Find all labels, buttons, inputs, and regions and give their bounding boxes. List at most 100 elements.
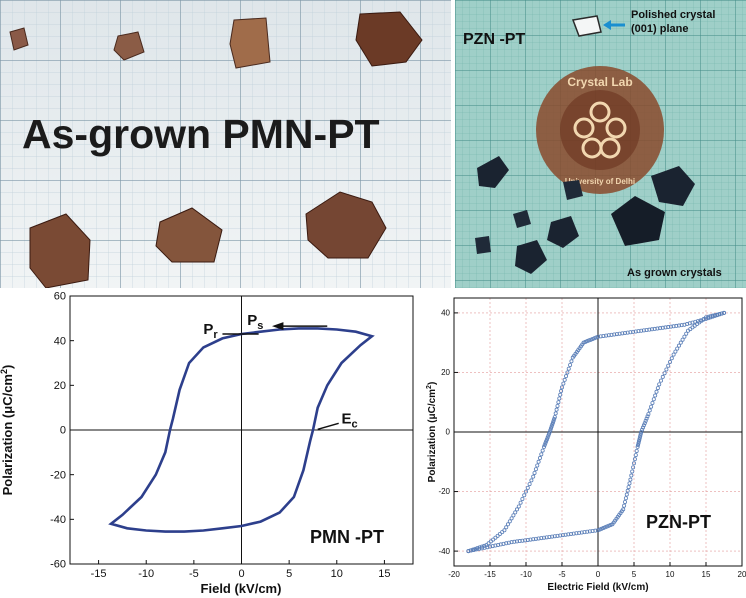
- y-tick-label: -60: [50, 559, 66, 571]
- scatter-point: [506, 540, 511, 545]
- scatter-point: [638, 431, 643, 436]
- scatter-point: [640, 425, 645, 430]
- scatter-point: [703, 315, 708, 320]
- scatter-point: [466, 549, 471, 554]
- scatter-point: [504, 525, 509, 530]
- scatter-point: [485, 545, 490, 550]
- scatter-point: [536, 536, 541, 541]
- scatter-point: [601, 333, 606, 338]
- scatter-point: [577, 530, 582, 535]
- pzn-pt-chart-svg: -20 -15 -10 -5 0 5 10 15 20 -40 -20 0 20 40 Electric …: [426, 297, 746, 593]
- y-tick-label: -40: [50, 514, 66, 526]
- pzn-pt-crystals: [475, 156, 695, 274]
- scatter-point: [531, 474, 536, 479]
- scatter-point: [649, 327, 654, 332]
- crystal-h: [515, 240, 547, 274]
- scatter-point: [520, 538, 525, 543]
- scatter-point: [547, 534, 552, 539]
- scatter-point: [629, 473, 634, 478]
- scatter-point: [664, 367, 669, 372]
- y-axis-label: Polarization (μC/cm2): [426, 382, 438, 483]
- scatter-point: [522, 493, 527, 498]
- scatter-point: [637, 437, 642, 442]
- scatter-point: [658, 326, 663, 331]
- scatter-point: [493, 543, 498, 548]
- scatter-point: [516, 504, 521, 509]
- scatter-point: [543, 441, 548, 446]
- scatter-point: [651, 397, 656, 402]
- scatter-point: [630, 469, 635, 474]
- scatter-point: [561, 381, 566, 386]
- scatter-point: [646, 412, 651, 417]
- scatter-point: [634, 448, 639, 453]
- scatter-point: [636, 439, 641, 444]
- pzn-pt-photo-scene: Crystal Lab University of Delhi Polished…: [455, 0, 746, 288]
- scatter-point: [545, 435, 550, 440]
- scatter-point: [682, 322, 687, 327]
- chart-right-series-label: PZN-PT: [646, 512, 711, 532]
- scatter-point: [544, 535, 549, 540]
- scatter-point: [488, 544, 493, 549]
- scatter-point: [498, 542, 503, 547]
- scatter-point: [649, 404, 654, 409]
- scatter-point: [612, 332, 617, 337]
- scatter-point: [557, 396, 562, 401]
- scatter-point: [642, 421, 647, 426]
- scatter-point: [639, 328, 644, 333]
- scatter-point: [515, 507, 520, 512]
- scatter-point: [525, 537, 530, 542]
- y-tick-label: -40: [438, 547, 450, 556]
- scatter-point: [512, 539, 517, 544]
- scatter-point: [548, 428, 553, 433]
- scatter-point: [645, 414, 650, 419]
- scatter-point: [622, 499, 627, 504]
- scatter-point: [523, 538, 528, 543]
- crystal-g: [475, 236, 491, 254]
- scatter-point: [623, 496, 628, 501]
- scatter-point: [564, 374, 569, 379]
- scatter-point: [631, 329, 636, 334]
- scatter-point: [551, 418, 556, 423]
- scatter-point: [582, 530, 587, 535]
- scatter-point: [552, 415, 557, 420]
- y-tick-label: 40: [441, 309, 450, 318]
- scatter-point: [537, 456, 542, 461]
- pmn-pt-chart-svg: -15 -10 -5 0 5 10 15 -60 -40 -20 0 20 40 60 Ps Pr Ec Fi…: [0, 291, 414, 596]
- y-tick-label: 20: [441, 368, 450, 377]
- x-tick-label: 15: [378, 568, 390, 580]
- scatter-point: [556, 400, 561, 405]
- scatter-point: [560, 533, 565, 538]
- scatter-point: [549, 424, 554, 429]
- scatter-point: [671, 324, 676, 329]
- scatter-point: [658, 378, 663, 383]
- scatter-point: [617, 331, 622, 336]
- scatter-point: [477, 546, 482, 551]
- scatter-point: [650, 400, 655, 405]
- scatter-point: [673, 349, 678, 354]
- scatter-point: [622, 503, 627, 508]
- scatter-point: [644, 416, 649, 421]
- scatter-point: [666, 325, 671, 330]
- scatter-point: [632, 457, 637, 462]
- scatter-point: [569, 359, 574, 364]
- scatter-point: [511, 513, 516, 518]
- scatter-point: [570, 355, 575, 360]
- scatter-point: [719, 311, 724, 316]
- scatter-point: [520, 496, 525, 501]
- scatter-point: [662, 371, 667, 376]
- scatter-point: [539, 536, 544, 541]
- scatter-point: [652, 326, 657, 331]
- scatter-point: [542, 444, 547, 449]
- scatter-point: [710, 313, 715, 318]
- crystal-c: [563, 180, 583, 200]
- x-tick-label: 5: [286, 568, 292, 580]
- scatter-point: [671, 352, 676, 357]
- scatter-point: [622, 330, 627, 335]
- scatter-point: [553, 411, 558, 416]
- scatter-point: [528, 537, 533, 542]
- scatter-point: [660, 374, 665, 379]
- pzn-pt-crystal-photo: Crystal Lab University of Delhi Polished…: [455, 0, 746, 288]
- scatter-point: [647, 327, 652, 332]
- scatter-point: [532, 470, 537, 475]
- scatter-point: [529, 478, 534, 483]
